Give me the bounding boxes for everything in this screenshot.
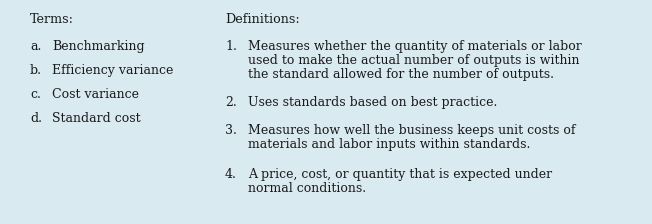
Text: Benchmarking: Benchmarking <box>52 40 145 53</box>
Text: 1.: 1. <box>225 40 237 53</box>
Text: a.: a. <box>30 40 41 53</box>
Text: A price, cost, or quantity that is expected under: A price, cost, or quantity that is expec… <box>248 168 552 181</box>
Text: the standard allowed for the number of outputs.: the standard allowed for the number of o… <box>248 68 554 81</box>
Text: 2.: 2. <box>225 96 237 109</box>
Text: Definitions:: Definitions: <box>225 13 300 26</box>
Text: Standard cost: Standard cost <box>52 112 141 125</box>
Text: used to make the actual number of outputs is within: used to make the actual number of output… <box>248 54 580 67</box>
Text: b.: b. <box>30 64 42 77</box>
Text: Cost variance: Cost variance <box>52 88 139 101</box>
Text: c.: c. <box>30 88 41 101</box>
Text: Measures whether the quantity of materials or labor: Measures whether the quantity of materia… <box>248 40 582 53</box>
Text: d.: d. <box>30 112 42 125</box>
Text: Uses standards based on best practice.: Uses standards based on best practice. <box>248 96 497 109</box>
Text: 3.: 3. <box>225 124 237 137</box>
Text: 4.: 4. <box>225 168 237 181</box>
Text: materials and labor inputs within standards.: materials and labor inputs within standa… <box>248 138 530 151</box>
Text: Terms:: Terms: <box>30 13 74 26</box>
Text: Efficiency variance: Efficiency variance <box>52 64 173 77</box>
Text: Measures how well the business keeps unit costs of: Measures how well the business keeps uni… <box>248 124 576 137</box>
Text: normal conditions.: normal conditions. <box>248 182 366 195</box>
